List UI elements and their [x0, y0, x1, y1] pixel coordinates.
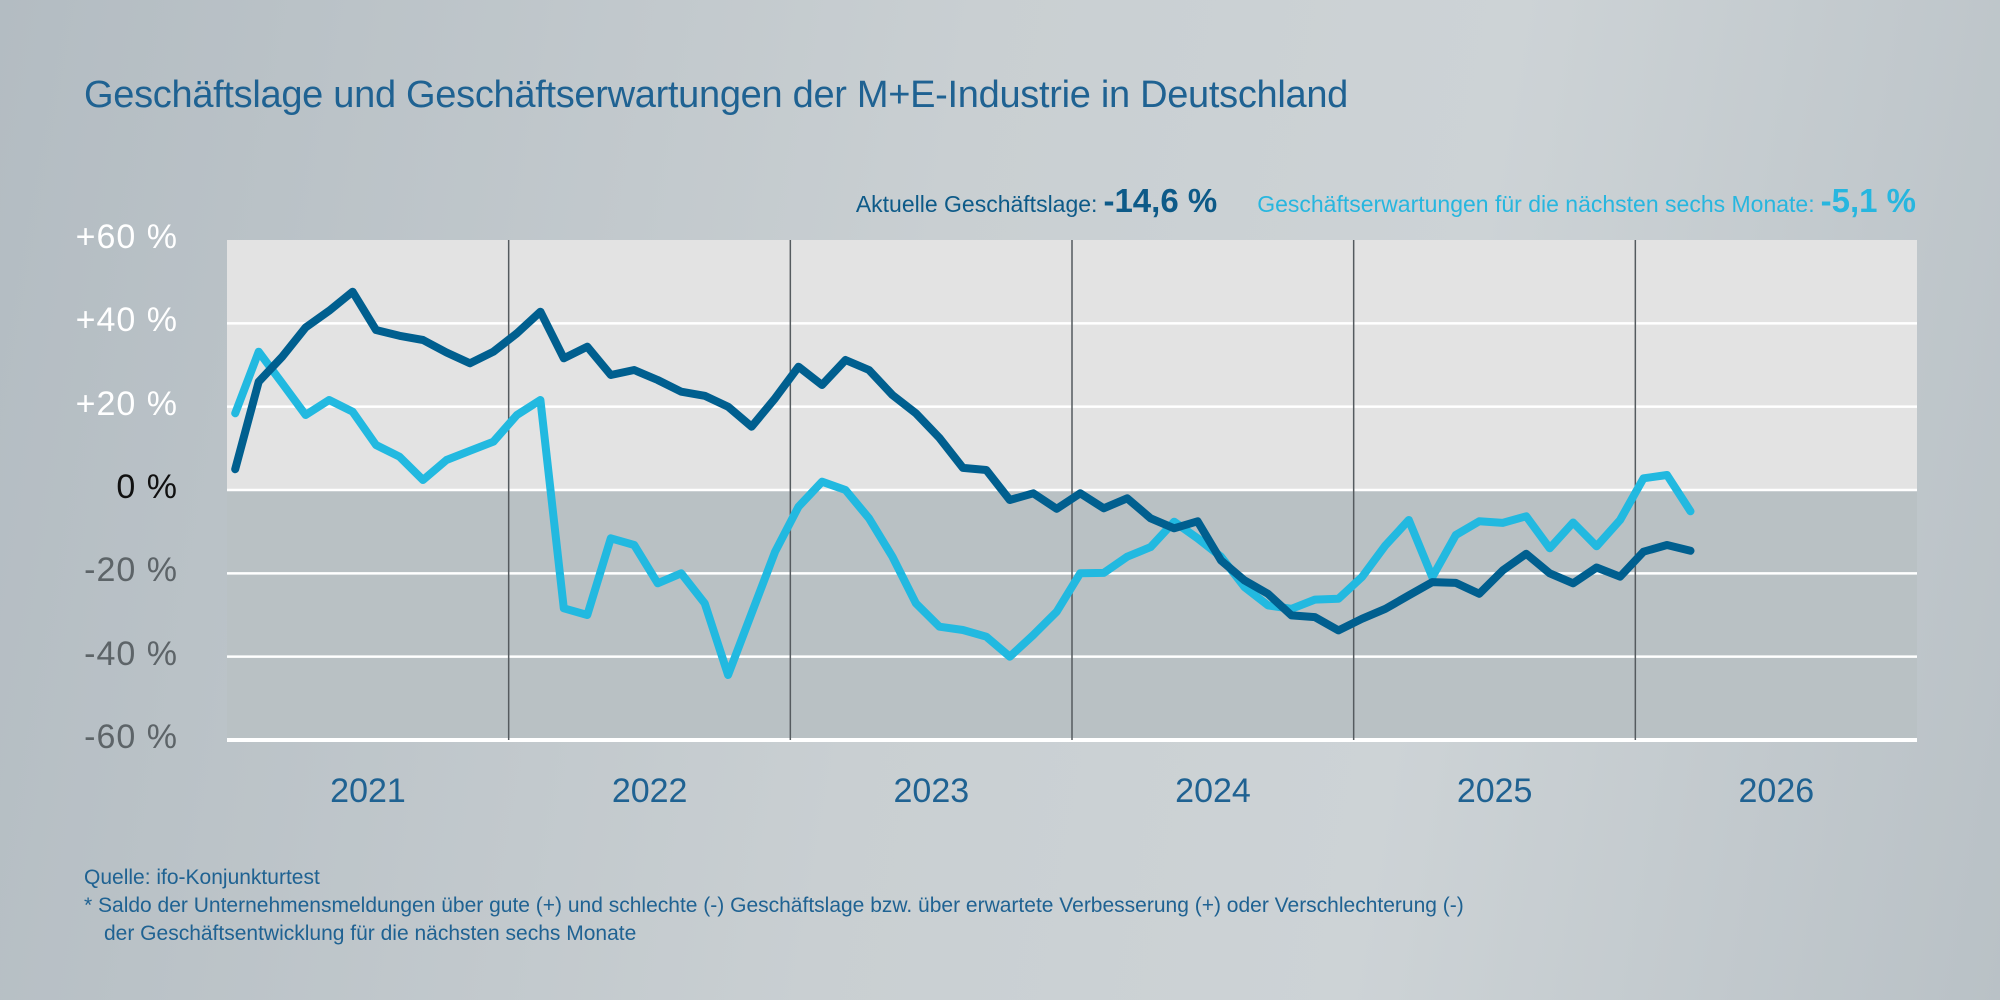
y-tick-label: 0 % — [116, 468, 178, 506]
chart-title: Geschäftslage und Geschäftserwartungen d… — [84, 74, 1349, 116]
legend-current-value: -14,6 % — [1103, 182, 1218, 219]
y-tick-label: -60 % — [84, 718, 178, 756]
x-tick-label: 2021 — [330, 772, 406, 810]
x-tick-label: 2024 — [1175, 772, 1251, 810]
legend-expectations-label: Geschäftserwartungen für die nächsten se… — [1257, 191, 1815, 217]
source-note: Quelle: ifo-Konjunkturtest — [84, 866, 320, 889]
x-tick-label: 2025 — [1456, 772, 1533, 810]
x-tick-label: 2023 — [893, 772, 970, 810]
legend: Aktuelle Geschäftslage: -14,6 % Geschäft… — [856, 182, 1916, 220]
footnote-line-2: der Geschäftsentwicklung für die nächste… — [104, 922, 637, 945]
footnote-line-1: * Saldo der Unternehmensmeldungen über g… — [84, 894, 1464, 917]
y-tick-label: -20 % — [84, 551, 178, 590]
series-line-expectations — [231, 347, 1695, 679]
y-tick-label: +40 % — [75, 301, 178, 340]
legend-current: Aktuelle Geschäftslage: -14,6 % — [856, 182, 1217, 220]
y-tick-label: +60 % — [75, 218, 178, 256]
x-tick-label: 2022 — [611, 772, 688, 810]
legend-current-label: Aktuelle Geschäftslage: — [855, 191, 1098, 217]
series-line-current — [231, 287, 1695, 635]
legend-expectations: Geschäftserwartungen für die nächsten se… — [1257, 182, 1916, 220]
y-tick-label: -40 % — [84, 634, 178, 673]
legend-expectations-value: -5,1 % — [1820, 182, 1916, 219]
x-tick-label: 2026 — [1738, 772, 1815, 810]
y-tick-label: +20 % — [75, 384, 178, 423]
